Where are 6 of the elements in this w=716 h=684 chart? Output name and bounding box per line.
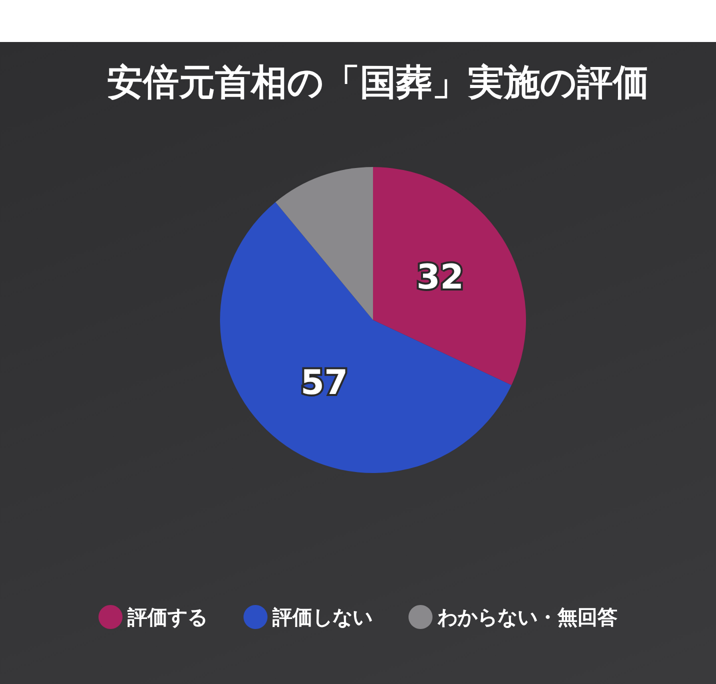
data-label: 57 bbox=[300, 362, 348, 403]
chart-title: 安倍元首相の「国葬」実施の評価 bbox=[107, 62, 649, 104]
legend-label: 評価する bbox=[126, 605, 208, 629]
legend-label: 評価しない bbox=[272, 605, 372, 629]
legend-label: わからない・無回答 bbox=[436, 605, 618, 629]
data-label: 32 bbox=[416, 257, 464, 298]
